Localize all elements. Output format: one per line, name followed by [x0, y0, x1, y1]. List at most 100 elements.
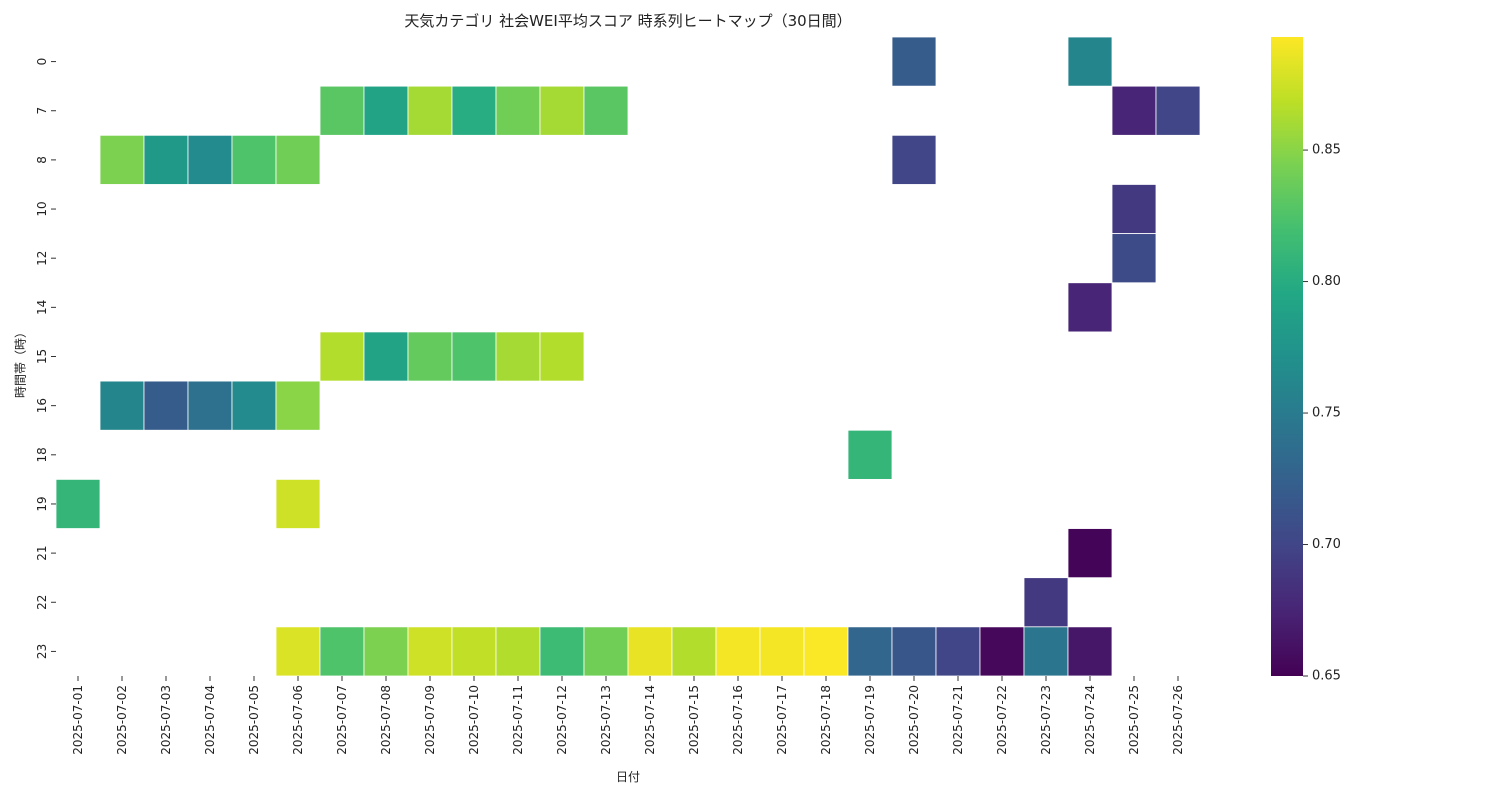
heatmap-cell	[407, 331, 453, 382]
y-tick-label: 10	[35, 201, 49, 216]
heatmap-cell	[539, 85, 585, 136]
x-tick-label: 2025-07-14	[643, 685, 657, 755]
heatmap-cell	[99, 134, 145, 185]
heatmap-cell	[627, 626, 673, 677]
x-tick-label: 2025-07-16	[731, 685, 745, 755]
heatmap-cell	[1067, 528, 1113, 579]
x-tick-label: 2025-07-22	[995, 685, 1009, 755]
heatmap-cell	[495, 626, 541, 677]
heatmap-cell	[1023, 577, 1069, 628]
heatmap-cell	[935, 626, 981, 677]
heatmap-cell	[451, 626, 497, 677]
y-tick-label: 21	[35, 545, 49, 560]
heatmap-cell	[583, 85, 629, 136]
heatmap-cell	[363, 331, 409, 382]
y-tick-label: 23	[35, 644, 49, 659]
y-tick-label: 19	[35, 496, 49, 511]
heatmap-cell	[1067, 282, 1113, 333]
heatmap-cell	[847, 626, 893, 677]
colorbar-tick-label: 0.80	[1312, 274, 1341, 289]
x-tick-label: 2025-07-08	[379, 685, 393, 755]
heatmap-cell	[1111, 184, 1157, 235]
y-tick-label: 7	[35, 107, 49, 115]
heatmap-cell	[1111, 85, 1157, 136]
x-tick-label: 2025-07-01	[71, 685, 85, 755]
heatmap-cell	[451, 85, 497, 136]
heatmap-cell	[275, 134, 321, 185]
x-tick-label: 2025-07-05	[247, 685, 261, 755]
colorbar-gradient	[1271, 37, 1303, 676]
x-tick-label: 2025-07-17	[775, 685, 789, 755]
heatmap-cell	[539, 626, 585, 677]
x-tick-label: 2025-07-09	[423, 685, 437, 755]
x-tick-label: 2025-07-20	[907, 685, 921, 755]
x-tick-label: 2025-07-06	[291, 685, 305, 755]
heatmap-cell	[275, 478, 321, 529]
heatmap-cell	[275, 626, 321, 677]
heatmap-cell	[495, 85, 541, 136]
x-tick-label: 2025-07-18	[819, 685, 833, 755]
y-tick-label: 18	[35, 447, 49, 462]
y-tick-label: 8	[35, 156, 49, 164]
heatmap-cell	[451, 331, 497, 382]
x-tick-label: 2025-07-02	[115, 685, 129, 755]
heatmap-cell	[847, 429, 893, 480]
y-tick-label: 12	[35, 251, 49, 266]
y-tick-label: 22	[35, 595, 49, 610]
chart-title: 天気カテゴリ 社会WEI平均スコア 時系列ヒートマップ（30日間）	[404, 12, 852, 30]
heatmap-cell	[99, 380, 145, 431]
x-tick-label: 2025-07-04	[203, 685, 217, 755]
heatmap-cell	[803, 626, 849, 677]
x-tick-label: 2025-07-26	[1171, 685, 1185, 755]
heatmap-cell	[1155, 85, 1201, 136]
x-tick-label: 2025-07-12	[555, 685, 569, 755]
colorbar: 0.65 0.70 0.75 0.80 0.85	[1271, 37, 1341, 684]
heatmap-cell	[363, 626, 409, 677]
heatmap-cell	[319, 85, 365, 136]
heatmap-cell	[891, 36, 937, 87]
x-tick-label: 2025-07-25	[1127, 685, 1141, 755]
x-tick-label: 2025-07-21	[951, 685, 965, 755]
x-tick-label: 2025-07-03	[159, 685, 173, 755]
heatmap-cell	[891, 626, 937, 677]
x-axis: 2025-07-01 2025-07-02 2025-07-03 2025-07-04…	[71, 676, 1185, 755]
x-axis-label: 日付	[615, 770, 640, 784]
x-tick-label: 2025-07-24	[1083, 685, 1097, 755]
heatmap-cell	[1023, 626, 1069, 677]
y-tick-label: 14	[35, 300, 49, 315]
heatmap-cell	[231, 380, 277, 431]
x-tick-label: 2025-07-19	[863, 685, 877, 755]
colorbar-tick-label: 0.70	[1312, 537, 1341, 552]
heatmap-cell	[187, 134, 233, 185]
heatmap-cell	[407, 626, 453, 677]
heatmap-cell	[187, 380, 233, 431]
x-tick-label: 2025-07-13	[599, 685, 613, 755]
x-tick-label: 2025-07-23	[1039, 685, 1053, 755]
heatmap-cell	[319, 626, 365, 677]
x-tick-label: 2025-07-10	[467, 685, 481, 755]
colorbar-tick-label: 0.75	[1312, 406, 1341, 421]
y-tick-label: 0	[35, 58, 49, 66]
x-tick-label: 2025-07-15	[687, 685, 701, 755]
y-tick-label: 15	[35, 349, 49, 364]
colorbar-tick-label: 0.85	[1312, 143, 1341, 158]
heatmap-cell	[539, 331, 585, 382]
heatmap-cell	[979, 626, 1025, 677]
colorbar-tick-label: 0.65	[1312, 669, 1341, 684]
heatmap-cell	[275, 380, 321, 431]
heatmap-cells	[55, 36, 1201, 677]
heatmap-cell	[407, 85, 453, 136]
heatmap-cell	[891, 134, 937, 185]
heatmap-cell	[55, 478, 101, 529]
heatmap-cell	[231, 134, 277, 185]
x-tick-label: 2025-07-07	[335, 685, 349, 755]
heatmap-cell	[495, 331, 541, 382]
y-axis: 0 7 8 10 12 14 15 16 18 19 21 22 23	[35, 58, 56, 659]
heatmap-cell	[671, 626, 717, 677]
x-tick-label: 2025-07-11	[511, 685, 525, 755]
heatmap-cell	[363, 85, 409, 136]
heatmap-cell	[319, 331, 365, 382]
heatmap-cell	[1111, 233, 1157, 284]
heatmap-cell	[143, 380, 189, 431]
